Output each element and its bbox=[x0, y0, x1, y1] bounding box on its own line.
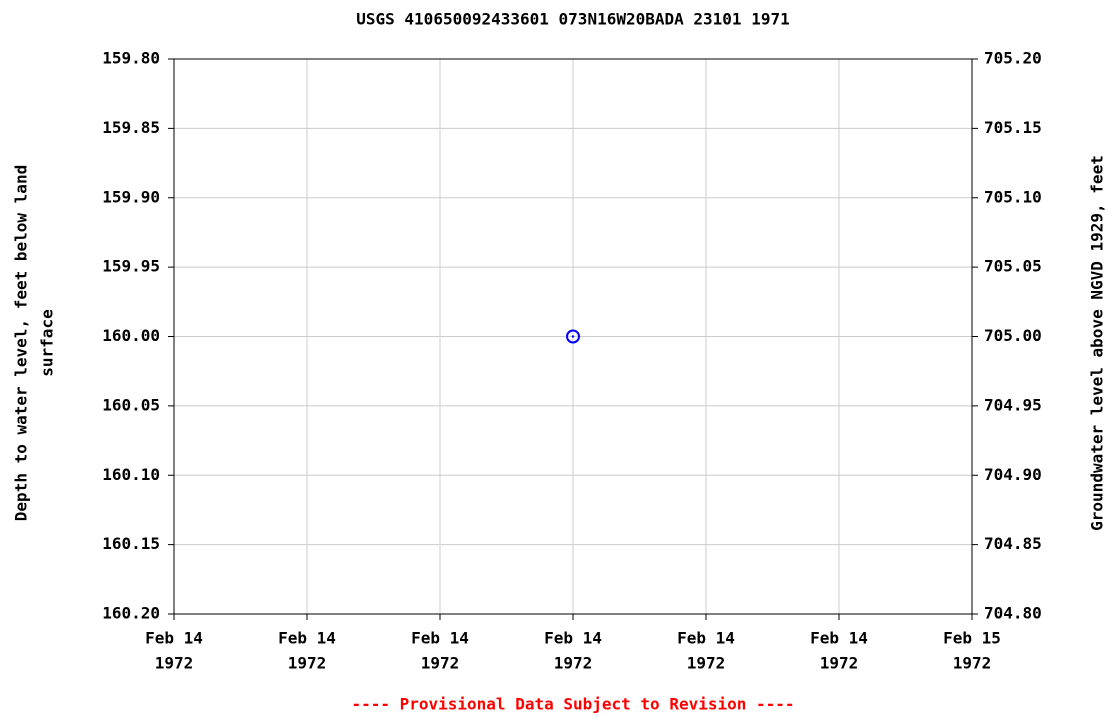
y-tick-label: 160.15 bbox=[102, 534, 160, 553]
x-tick-label: 1972 bbox=[554, 654, 593, 673]
y-tick-label: 160.20 bbox=[102, 604, 160, 623]
footnote: ---- Provisional Data Subject to Revisio… bbox=[351, 695, 794, 714]
plot-frame bbox=[173, 58, 973, 615]
data-point-center bbox=[571, 335, 575, 338]
x-tick-label: Feb 14 bbox=[411, 629, 469, 648]
x-tick-label: 1972 bbox=[953, 654, 992, 673]
y2-axis-label: Groundwater level above NGVD 1929, feet bbox=[1088, 155, 1107, 531]
y2-tick-label: 705.10 bbox=[984, 187, 1042, 206]
x-tick-label: 1972 bbox=[155, 654, 194, 673]
y-tick-label: 159.85 bbox=[102, 118, 160, 137]
y2-tick-label: 704.90 bbox=[984, 465, 1042, 484]
y2-tick-label: 704.80 bbox=[984, 604, 1042, 623]
y-tick-label: 159.95 bbox=[102, 257, 160, 276]
x-tick-label: Feb 14 bbox=[677, 629, 735, 648]
y-tick-label: 160.00 bbox=[102, 326, 160, 345]
y-tick-label: 160.10 bbox=[102, 465, 160, 484]
y2-tick-label: 705.15 bbox=[984, 118, 1042, 137]
y2-tick-label: 705.00 bbox=[984, 326, 1042, 345]
y2-tick-label: 704.95 bbox=[984, 395, 1042, 414]
x-tick-label: Feb 14 bbox=[145, 629, 203, 648]
x-tick-label: 1972 bbox=[820, 654, 859, 673]
data-point bbox=[566, 329, 580, 344]
y-tick-label: 159.80 bbox=[102, 49, 160, 68]
y-axis-label: Depth to water level, feet below land bbox=[12, 165, 31, 521]
x-tick-label: Feb 14 bbox=[810, 629, 868, 648]
y-axis-label: surface bbox=[38, 309, 57, 376]
x-tick-label: Feb 15 bbox=[943, 629, 1001, 648]
y-tick-label: 160.05 bbox=[102, 395, 160, 414]
y-tick-label: 159.90 bbox=[102, 187, 160, 206]
y2-tick-label: 705.20 bbox=[984, 49, 1042, 68]
x-tick-label: Feb 14 bbox=[544, 629, 602, 648]
x-tick-label: Feb 14 bbox=[278, 629, 336, 648]
x-tick-label: 1972 bbox=[687, 654, 726, 673]
y2-tick-label: 704.85 bbox=[984, 534, 1042, 553]
chart-title: USGS 410650092433601 073N16W20BADA 23101… bbox=[356, 10, 789, 29]
y2-tick-label: 705.05 bbox=[984, 257, 1042, 276]
x-tick-label: 1972 bbox=[288, 654, 327, 673]
x-tick-label: 1972 bbox=[421, 654, 460, 673]
